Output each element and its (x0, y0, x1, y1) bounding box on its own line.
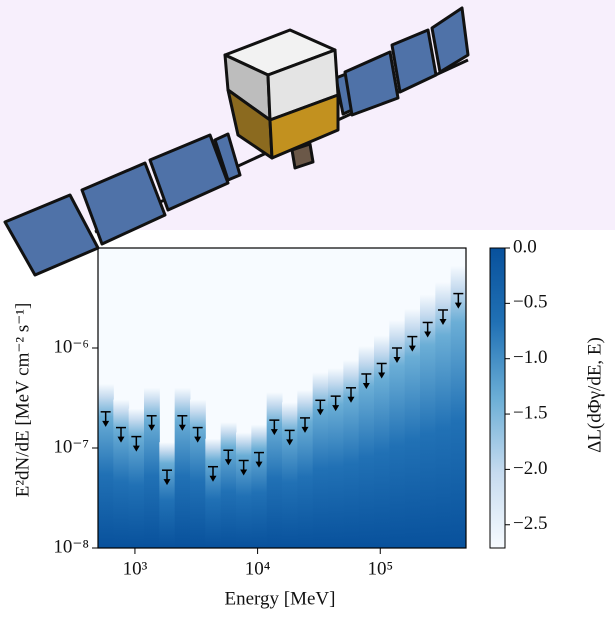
plot: 10⁻⁸ 10⁻⁷ 10⁻⁶ 10³ 10⁴ 10⁵ 0.0 −0.5 −1.0 −1.5 −2.0… (53, 236, 547, 579)
satellite-illustration (0, 0, 615, 275)
y-tick-label: 10⁻⁸ (53, 536, 89, 557)
likelihood-column (313, 372, 329, 548)
likelihood-column (267, 392, 283, 548)
y-tick-label: 10⁻⁷ (53, 436, 89, 457)
x-tick-label: 10⁴ (245, 558, 271, 579)
colorbar-tick-label: −0.5 (513, 292, 547, 313)
likelihood-column (297, 390, 313, 548)
colorbar (490, 248, 505, 548)
colorbar-tick-label: −2.5 (513, 513, 547, 534)
colorbar-tick-label: 0.0 (513, 236, 537, 257)
colorbar-tick-label: −2.0 (513, 458, 547, 479)
likelihood-column (175, 388, 191, 548)
likelihood-column (221, 422, 237, 548)
likelihood-column (236, 432, 252, 548)
chart: 10⁻⁸ 10⁻⁷ 10⁻⁶ 10³ 10⁴ 10⁵ 0.0 −0.5 −1.0 −1.5 −2.0… (0, 0, 615, 618)
colorbar-tick-label: −1.5 (513, 402, 547, 423)
likelihood-column (113, 400, 129, 548)
x-tick-label: 10⁵ (367, 558, 393, 579)
x-tick-label: 10³ (123, 558, 148, 579)
likelihood-column (129, 409, 145, 548)
y-tick-label: 10⁻⁶ (53, 336, 89, 357)
x-axis-label: Energy [MeV] (225, 588, 336, 609)
likelihood-column (98, 384, 114, 548)
likelihood-column (190, 400, 206, 548)
likelihood-column (205, 439, 221, 548)
colorbar-label: ΔL(dΦγ/dE, E) (584, 337, 605, 453)
likelihood-column (159, 442, 175, 548)
likelihood-column (328, 368, 344, 548)
likelihood-column (251, 425, 267, 548)
y-axis-label: E²dN/dE [MeV cm⁻² s⁻¹] (12, 303, 33, 498)
instrument (292, 144, 313, 168)
likelihood-column (144, 388, 160, 548)
colorbar-tick-label: −1.0 (513, 347, 547, 368)
likelihood-column (282, 402, 298, 548)
